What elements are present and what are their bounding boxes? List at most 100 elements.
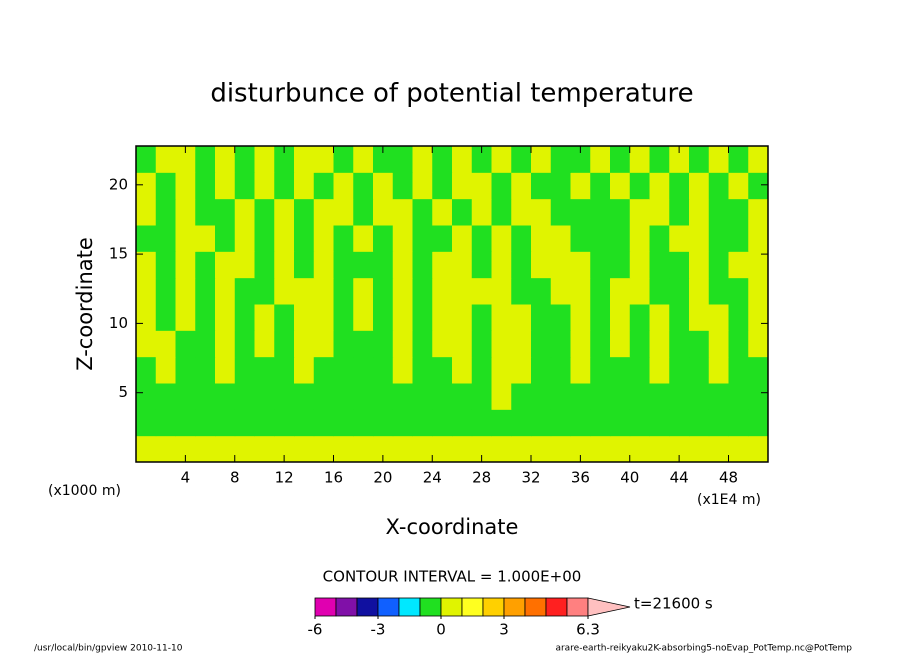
field-cell (629, 304, 650, 331)
field-cell (452, 172, 473, 200)
field-cell (610, 172, 631, 200)
field-cell (649, 146, 670, 173)
colorbar-tick-label: -3 (371, 621, 386, 639)
field-cell (669, 435, 690, 463)
field-cell (155, 225, 176, 252)
colorbar-box (335, 597, 358, 617)
field-cell (511, 225, 532, 252)
field-cell (590, 277, 611, 305)
colorbar-tick-label: 0 (436, 621, 446, 639)
y-tick-label: 10 (109, 314, 128, 332)
field-cell (274, 251, 295, 279)
field-cell (254, 277, 275, 305)
field-cell (748, 356, 769, 384)
field-cell (511, 409, 532, 437)
field-cell (432, 146, 453, 173)
field-cell (669, 409, 690, 437)
field-cell (531, 198, 552, 226)
colorbar-box (314, 597, 337, 617)
field-cell (373, 251, 394, 279)
field-cell (689, 435, 710, 463)
field-cell (550, 304, 571, 331)
field-cell (748, 198, 769, 226)
field-cell (195, 172, 216, 200)
plot-frame (135, 145, 769, 463)
field-cell (491, 146, 512, 173)
field-cell (175, 356, 196, 384)
field-cell (491, 409, 512, 437)
field-cell (491, 172, 512, 200)
field-cell (708, 409, 729, 437)
field-cell (373, 146, 394, 173)
field-cell (491, 198, 512, 226)
field-cell (570, 304, 591, 331)
field-cell (274, 198, 295, 226)
field-cell (689, 225, 710, 252)
field-cell (570, 435, 591, 463)
field-cell (274, 172, 295, 200)
field-cell (432, 356, 453, 384)
field-cell (136, 198, 157, 226)
colorbar-box (482, 597, 505, 617)
field-cell (432, 251, 453, 279)
field-cell (610, 435, 631, 463)
field-cell (748, 409, 769, 437)
colorbar-box (545, 597, 568, 617)
field-cell (234, 383, 255, 410)
field-cell (353, 383, 374, 410)
field-cell (313, 251, 334, 279)
field-cell (136, 383, 157, 410)
field-cell (274, 304, 295, 331)
field-cell (610, 225, 631, 252)
field-cell (234, 172, 255, 200)
field-cell (550, 409, 571, 437)
field-cell (708, 225, 729, 252)
field-cell (432, 198, 453, 226)
field-cell (175, 146, 196, 173)
field-cell (531, 251, 552, 279)
field-cell (570, 277, 591, 305)
x-tick-label: 24 (423, 469, 442, 487)
field-cell (610, 251, 631, 279)
field-cell (590, 435, 611, 463)
field-cell (728, 383, 749, 410)
field-cell (708, 304, 729, 331)
field-cell (215, 277, 236, 305)
field-cell (452, 146, 473, 173)
y-tick-label: 5 (118, 383, 128, 401)
field-cell (195, 383, 216, 410)
field-cell (432, 409, 453, 437)
colorbar-box (503, 597, 526, 617)
field-cell (155, 356, 176, 384)
field-cell (689, 198, 710, 226)
field-cell (748, 330, 769, 358)
field-cell (590, 330, 611, 358)
field-cell (471, 330, 492, 358)
field-cell (294, 304, 315, 331)
field-cell (748, 251, 769, 279)
field-cell (689, 383, 710, 410)
y-tick-label: 20 (109, 175, 128, 193)
field-cell (629, 277, 650, 305)
field-cell (689, 356, 710, 384)
field-cell (550, 330, 571, 358)
field-cell (570, 409, 591, 437)
field-cell (412, 277, 433, 305)
field-cell (511, 251, 532, 279)
field-cell (669, 277, 690, 305)
field-cell (689, 330, 710, 358)
field-cell (511, 435, 532, 463)
field-cell (353, 304, 374, 331)
field-cell (254, 356, 275, 384)
field-cell (590, 409, 611, 437)
field-cell (452, 435, 473, 463)
field-cell (333, 251, 354, 279)
colorbar-box (356, 597, 379, 617)
field-cell (610, 198, 631, 226)
field-cell (708, 146, 729, 173)
field-cell (511, 277, 532, 305)
field-cell (649, 277, 670, 305)
field-cell (649, 435, 670, 463)
field-cell (570, 356, 591, 384)
field-cell (155, 409, 176, 437)
